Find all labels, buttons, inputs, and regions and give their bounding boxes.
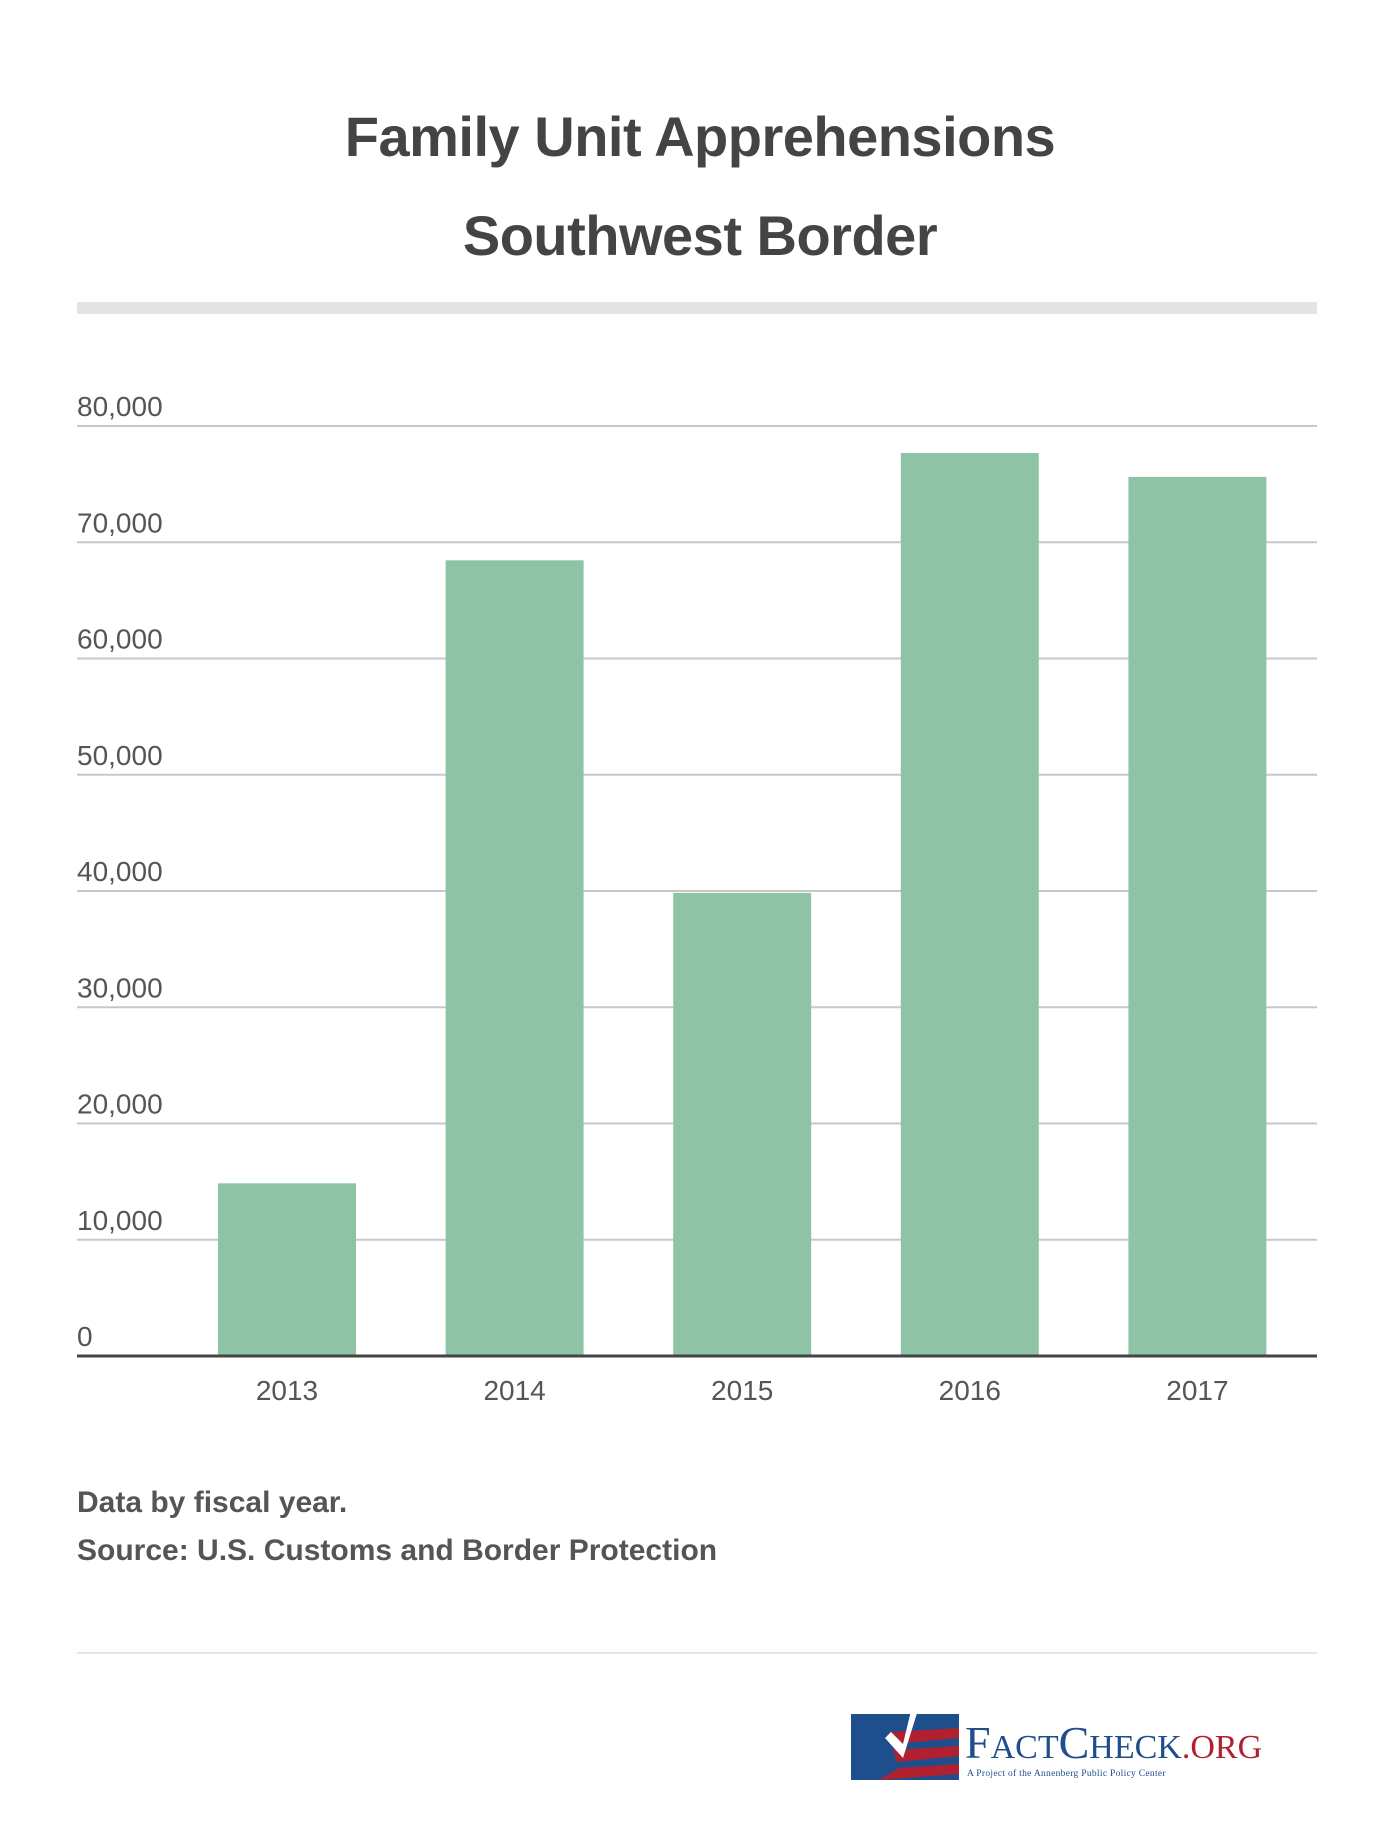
x-tick-label: 2016 (939, 1375, 1001, 1406)
y-tick-label: 60,000 (77, 624, 163, 655)
y-tick-label: 80,000 (77, 391, 163, 422)
bar-2017 (1128, 476, 1267, 1356)
bar-chart: 0 10,000 20,000 30,000 40,000 50,000 60,000 70,… (77, 391, 1317, 1406)
y-tick-label: 30,000 (77, 972, 163, 1003)
chart-title: Family Unit Apprehensions (344, 105, 1056, 168)
bar-2016 (900, 453, 1039, 1356)
x-tick-label: 2015 (711, 1375, 773, 1406)
title-separator (77, 302, 1317, 314)
y-tick-label: 10,000 (77, 1205, 163, 1236)
bar-2015 (673, 892, 812, 1356)
y-tick-label: 20,000 (77, 1089, 163, 1120)
note-source: Source: U.S. Customs and Border Protecti… (77, 1534, 718, 1567)
x-tick-label: 2013 (256, 1375, 318, 1406)
note-fiscal-year: Data by fiscal year. (77, 1486, 348, 1519)
logo-wordmark: FACTCHECK.ORG (965, 1717, 1262, 1768)
chart-subtitle: Southwest Border (462, 204, 938, 267)
logo-tagline: A Project of the Annenberg Public Policy… (967, 1768, 1166, 1779)
x-tick-label: 2017 (1166, 1375, 1228, 1406)
y-tick-label: 40,000 (77, 856, 163, 887)
bar-2014 (445, 560, 584, 1356)
y-tick-label: 0 (77, 1321, 93, 1352)
x-tick-label: 2014 (483, 1375, 545, 1406)
factcheck-logo: FACTCHECK.ORG A Project of the Annenberg… (851, 1694, 1262, 1780)
y-tick-label: 70,000 (77, 507, 163, 538)
y-tick-label: 50,000 (77, 740, 163, 771)
bar-2013 (218, 1183, 356, 1356)
footer-divider (77, 1652, 1317, 1654)
